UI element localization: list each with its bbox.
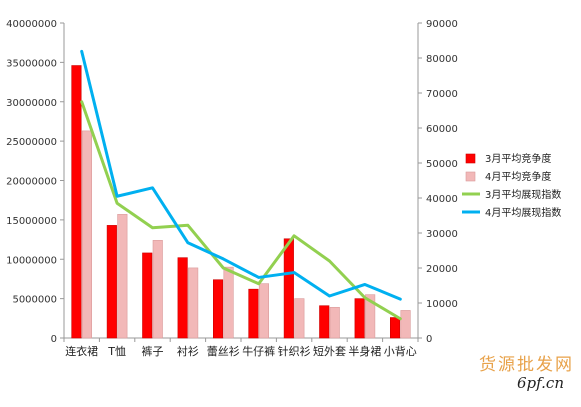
y-right-tick-label: 10000 xyxy=(426,299,458,310)
y-right-tick-label: 70000 xyxy=(426,89,458,100)
y-right-tick-label: 20000 xyxy=(426,264,458,275)
bar-april-competition xyxy=(400,310,411,339)
watermark-url: 6pf.cn xyxy=(517,374,564,392)
bar-march-competition xyxy=(319,305,330,339)
x-category-label: 小背心 xyxy=(384,344,417,358)
watermark-chinese: 货源批发网 xyxy=(479,355,574,375)
bar-april-competition xyxy=(188,267,199,339)
x-category-label: 衬衫 xyxy=(177,345,199,358)
y-left-tick-label: 10000000 xyxy=(6,255,57,266)
bar-march-competition xyxy=(106,225,117,339)
y-right-tick-label: 40000 xyxy=(426,194,458,205)
bar-march-competition xyxy=(283,238,294,339)
y-left-tick-label: 5000000 xyxy=(12,295,57,306)
watermark: 货源批发网 6pf.cn xyxy=(462,350,578,404)
bar-april-competition xyxy=(152,240,163,339)
bar-april-competition xyxy=(365,294,376,339)
x-category-label: 裤子 xyxy=(142,344,164,358)
bar-april-competition xyxy=(329,306,340,339)
y-left-tick-label: 15000000 xyxy=(6,216,57,227)
legend-label: 3月平均展现指数 xyxy=(485,188,561,201)
y-left-tick-label: 25000000 xyxy=(6,137,57,148)
y-left-tick-label: 0 xyxy=(51,334,57,345)
y-right-tick-label: 50000 xyxy=(426,159,458,170)
x-category-label: 牛仔裤 xyxy=(242,344,275,358)
y-left-tick-label: 30000000 xyxy=(6,98,57,109)
x-category-label: 短外套 xyxy=(313,344,346,358)
x-category-label: 蕾丝衫 xyxy=(207,345,240,358)
x-category-label: 针织衫 xyxy=(278,344,311,358)
line-march-exposure-index xyxy=(80,100,402,321)
y-right-tick-label: 90000 xyxy=(426,19,458,30)
legend-swatch-bar xyxy=(465,171,476,182)
y-left-tick-label: 40000000 xyxy=(6,19,57,30)
legend-swatch-bar xyxy=(465,153,476,164)
line-april-exposure-index xyxy=(80,49,402,301)
bar-march-competition xyxy=(213,279,224,339)
bar-april-competition xyxy=(258,283,270,339)
bar-march-competition xyxy=(248,288,259,339)
bar-march-competition xyxy=(142,252,153,339)
x-category-label: 连衣裙 xyxy=(65,344,98,358)
bar-march-competition xyxy=(354,298,365,339)
y-left-tick-label: 20000000 xyxy=(6,177,57,188)
bar-march-competition xyxy=(71,65,82,339)
x-category-label: T恤 xyxy=(107,345,126,358)
bar-april-competition xyxy=(117,214,128,339)
legend-label: 4月平均展现指数 xyxy=(485,206,561,219)
y-left-tick-label: 35000000 xyxy=(6,58,57,69)
y-right-tick-label: 80000 xyxy=(426,54,458,65)
y-right-tick-label: 60000 xyxy=(426,124,458,135)
x-category-label: 半身裙 xyxy=(348,344,381,358)
bar-march-competition xyxy=(177,257,188,339)
bar-april-competition xyxy=(223,266,234,339)
y-right-tick-label: 30000 xyxy=(426,229,458,240)
legend-label: 4月平均竞争度 xyxy=(485,170,551,183)
y-right-tick-label: 0 xyxy=(426,334,432,345)
legend-label: 3月平均竞争度 xyxy=(485,152,551,165)
bar-april-competition xyxy=(294,298,305,339)
bar-march-competition xyxy=(389,317,401,339)
bar-april-competition xyxy=(81,130,92,339)
